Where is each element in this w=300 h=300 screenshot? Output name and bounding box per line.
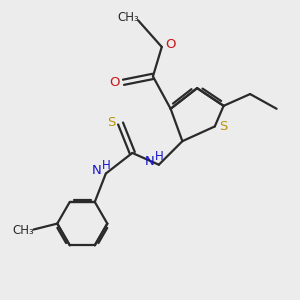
Text: H: H <box>101 159 110 172</box>
Text: H: H <box>154 150 163 163</box>
Text: O: O <box>165 38 176 50</box>
Text: N: N <box>92 164 101 177</box>
Text: S: S <box>107 116 116 128</box>
Text: CH₃: CH₃ <box>13 224 34 238</box>
Text: S: S <box>219 120 227 133</box>
Text: N: N <box>145 155 154 168</box>
Text: CH₃: CH₃ <box>117 11 139 24</box>
Text: O: O <box>110 76 120 89</box>
